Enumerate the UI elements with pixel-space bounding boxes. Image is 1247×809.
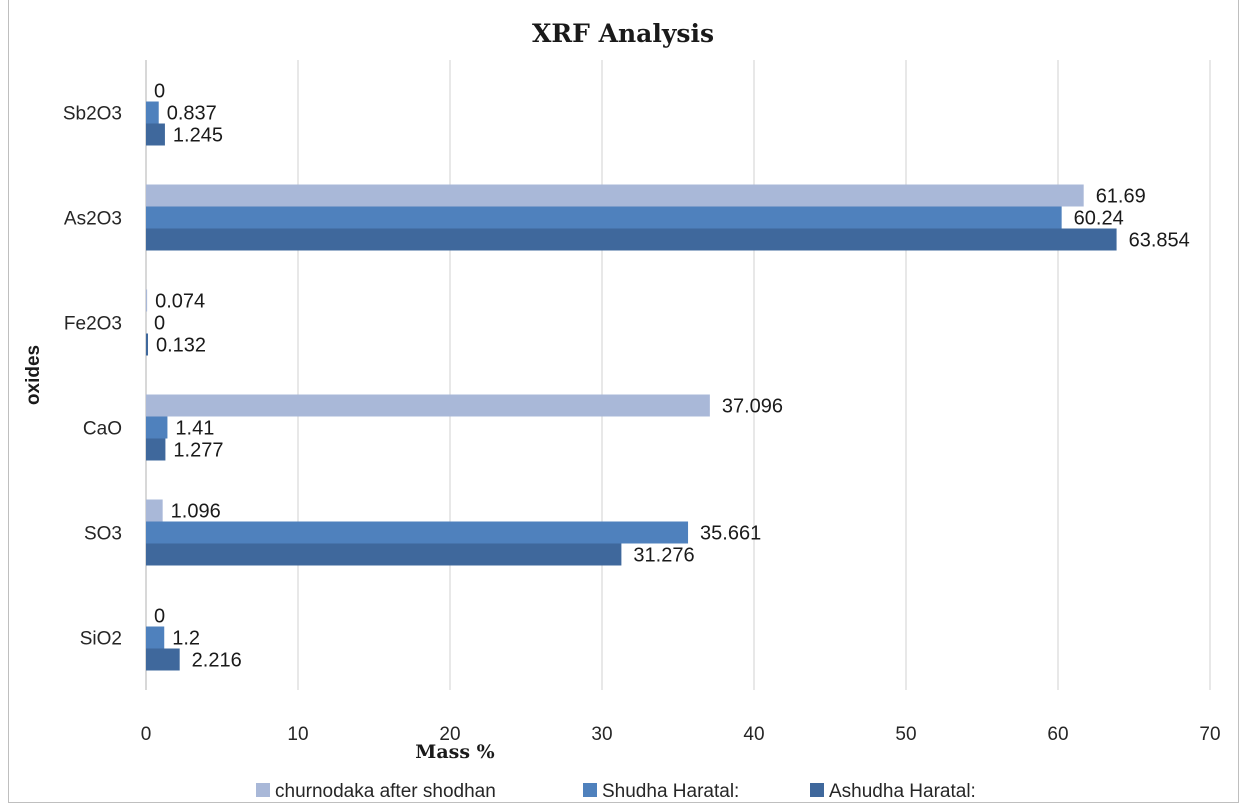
x-tick-label: 0: [141, 724, 152, 745]
y-axis-title: oxides: [23, 345, 44, 405]
data-label: 1.2: [172, 628, 200, 650]
x-tick-label: 40: [743, 724, 764, 745]
bar: [146, 123, 165, 146]
legend-label: Ashudha Haratal:: [829, 781, 976, 802]
legend-swatch: [256, 783, 270, 797]
legend-label: Shudha Haratal:: [602, 781, 739, 802]
data-label: 1.096: [171, 501, 221, 523]
data-label: 1.277: [173, 440, 223, 462]
data-label: 0.837: [167, 103, 217, 125]
legend-swatch: [810, 783, 824, 797]
bars: [146, 101, 1117, 671]
bar: [146, 184, 1084, 207]
bar: [146, 499, 163, 522]
data-label: 1.41: [175, 418, 214, 440]
x-tick-labels: 0 10 20 30 40 50 60 70: [141, 724, 1221, 745]
data-labels: 00.8371.24561.6960.2463.8540.07400.13237…: [154, 81, 1190, 672]
data-label: 0: [154, 81, 165, 103]
data-label: 35.661: [700, 523, 761, 545]
category-label: SO3: [84, 524, 122, 545]
x-tick-label: 30: [591, 724, 612, 745]
legend: churnodaka after shodhan Shudha Haratal: A…: [256, 781, 976, 802]
category-label: Sb2O3: [63, 104, 122, 125]
bar: [146, 394, 710, 417]
bar: [146, 206, 1062, 229]
bar: [146, 626, 165, 649]
bar: [146, 333, 149, 356]
data-label: 0: [154, 606, 165, 628]
category-label: As2O3: [64, 209, 122, 230]
chart-title: XRF Analysis: [532, 19, 714, 48]
bar: [146, 228, 1117, 251]
legend-label: churnodaka after shodhan: [275, 781, 496, 802]
x-tick-label: 20: [439, 724, 460, 745]
chart-frame: [8, 0, 1239, 803]
bar: [146, 416, 168, 439]
category-label: CaO: [83, 419, 122, 440]
data-label: 60.24: [1074, 208, 1124, 230]
legend-swatch: [583, 783, 597, 797]
data-label: 2.216: [192, 650, 242, 672]
x-tick-label: 10: [287, 724, 308, 745]
x-tick-label: 60: [1047, 724, 1068, 745]
x-tick-label: 50: [895, 724, 916, 745]
data-label: 0.074: [155, 291, 205, 313]
data-label: 0: [154, 313, 165, 335]
bar: [146, 438, 166, 461]
category-label: Fe2O3: [64, 314, 122, 335]
data-label: 61.69: [1096, 186, 1146, 208]
bar: [146, 289, 148, 312]
bar: [146, 521, 689, 544]
data-label: 0.132: [156, 335, 206, 357]
x-tick-label: 70: [1199, 724, 1220, 745]
bar: [146, 101, 159, 124]
data-label: 37.096: [722, 396, 783, 418]
data-label: 31.276: [633, 545, 694, 567]
data-label: 1.245: [173, 125, 223, 147]
category-label: SiO2: [80, 629, 122, 650]
x-axis-title: Mass %: [415, 741, 494, 763]
category-labels: Sb2O3 As2O3 Fe2O3 CaO SO3 SiO2: [63, 104, 122, 650]
gridlines: [145, 60, 1211, 690]
bar: [146, 543, 622, 566]
bar: [146, 648, 180, 671]
data-label: 63.854: [1129, 230, 1190, 252]
